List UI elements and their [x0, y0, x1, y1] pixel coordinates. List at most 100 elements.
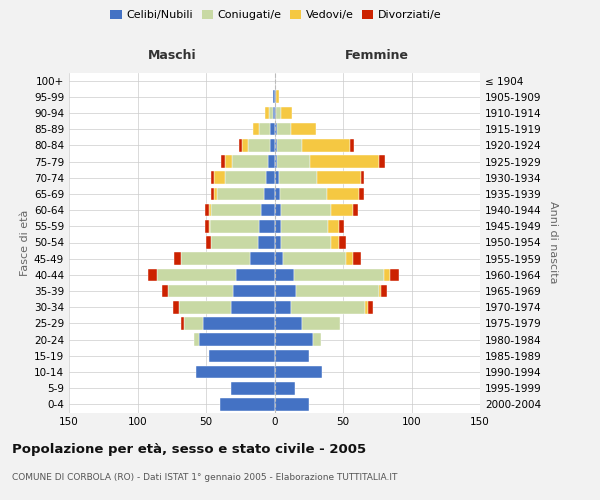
Y-axis label: Fasce di età: Fasce di età: [20, 210, 30, 276]
Bar: [339, 220, 344, 232]
Bar: [273, 90, 275, 103]
Bar: [275, 155, 277, 168]
Bar: [271, 139, 275, 151]
Bar: [196, 366, 275, 378]
Bar: [302, 139, 350, 151]
Bar: [331, 204, 353, 216]
Bar: [233, 285, 275, 298]
Bar: [275, 188, 280, 200]
Bar: [205, 220, 209, 232]
Bar: [162, 285, 167, 298]
Bar: [275, 252, 283, 265]
Bar: [236, 268, 275, 281]
Bar: [220, 398, 275, 410]
Bar: [194, 334, 199, 346]
Bar: [353, 204, 358, 216]
Bar: [263, 188, 275, 200]
Bar: [291, 123, 316, 136]
Bar: [275, 301, 291, 314]
Bar: [209, 350, 275, 362]
Bar: [382, 285, 387, 298]
Bar: [346, 252, 353, 265]
Bar: [175, 252, 181, 265]
Bar: [275, 220, 281, 232]
Bar: [275, 172, 278, 184]
Bar: [379, 285, 382, 298]
Bar: [276, 106, 281, 120]
Bar: [275, 334, 313, 346]
Bar: [211, 172, 214, 184]
Bar: [281, 106, 292, 120]
Bar: [280, 188, 326, 200]
Text: Maschi: Maschi: [148, 50, 196, 62]
Bar: [275, 139, 277, 151]
Bar: [275, 366, 322, 378]
Bar: [317, 172, 361, 184]
Bar: [225, 155, 232, 168]
Bar: [275, 236, 281, 249]
Bar: [173, 301, 179, 314]
Bar: [389, 268, 399, 281]
Bar: [181, 252, 250, 265]
Bar: [277, 139, 302, 151]
Bar: [214, 172, 225, 184]
Bar: [250, 252, 275, 265]
Bar: [275, 398, 309, 410]
Bar: [269, 106, 273, 120]
Bar: [275, 204, 281, 216]
Bar: [211, 188, 214, 200]
Bar: [275, 90, 276, 103]
Bar: [167, 285, 233, 298]
Text: Femmine: Femmine: [345, 50, 409, 62]
Bar: [310, 155, 379, 168]
Bar: [209, 204, 211, 216]
Text: COMUNE DI CORBOLA (RO) - Dati ISTAT 1° gennaio 2005 - Elaborazione TUTTITALIA.IT: COMUNE DI CORBOLA (RO) - Dati ISTAT 1° g…: [12, 472, 397, 482]
Bar: [313, 334, 321, 346]
Bar: [259, 123, 271, 136]
Bar: [326, 188, 359, 200]
Bar: [275, 382, 295, 394]
Bar: [276, 90, 278, 103]
Bar: [209, 220, 210, 232]
Bar: [221, 155, 225, 168]
Bar: [328, 220, 339, 232]
Bar: [206, 236, 211, 249]
Bar: [268, 155, 275, 168]
Bar: [275, 106, 276, 120]
Bar: [253, 123, 259, 136]
Bar: [384, 268, 389, 281]
Text: Popolazione per età, sesso e stato civile - 2005: Popolazione per età, sesso e stato civil…: [12, 442, 366, 456]
Bar: [353, 252, 361, 265]
Bar: [230, 382, 275, 394]
Bar: [265, 106, 269, 120]
Bar: [283, 252, 346, 265]
Y-axis label: Anni di nascita: Anni di nascita: [548, 201, 558, 283]
Bar: [291, 301, 365, 314]
Bar: [259, 220, 275, 232]
Bar: [275, 268, 293, 281]
Bar: [359, 188, 364, 200]
Bar: [275, 285, 296, 298]
Bar: [232, 155, 268, 168]
Bar: [273, 106, 275, 120]
Bar: [184, 317, 203, 330]
Bar: [365, 301, 368, 314]
Bar: [211, 236, 258, 249]
Bar: [293, 268, 384, 281]
Bar: [275, 350, 309, 362]
Bar: [278, 172, 317, 184]
Bar: [205, 204, 209, 216]
Bar: [281, 220, 328, 232]
Bar: [179, 301, 230, 314]
Bar: [225, 172, 266, 184]
Legend: Celibi/Nubili, Coniugati/e, Vedovi/e, Divorziati/e: Celibi/Nubili, Coniugati/e, Vedovi/e, Di…: [106, 6, 446, 25]
Bar: [339, 236, 346, 249]
Bar: [281, 236, 331, 249]
Bar: [181, 317, 184, 330]
Bar: [350, 139, 354, 151]
Bar: [277, 155, 310, 168]
Bar: [275, 123, 277, 136]
Bar: [258, 236, 275, 249]
Bar: [230, 301, 275, 314]
Bar: [210, 220, 259, 232]
